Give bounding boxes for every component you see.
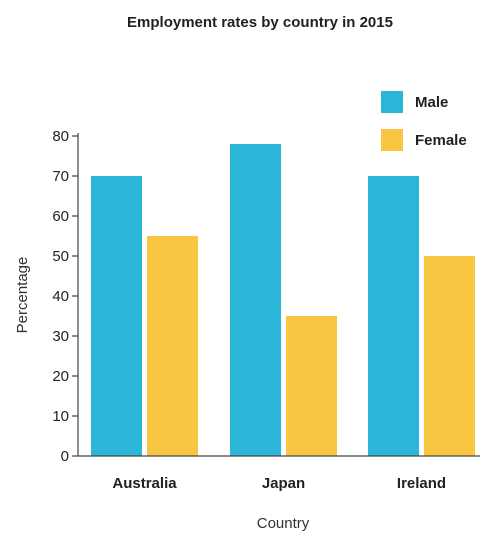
chart-title: Employment rates by country in 2015 bbox=[127, 14, 393, 31]
x-tick-label: Japan bbox=[262, 475, 305, 492]
bar-female-australia bbox=[147, 236, 198, 456]
y-tick-label: 60 bbox=[52, 208, 69, 225]
bars-layer bbox=[91, 144, 475, 456]
legend-label-male: Male bbox=[415, 94, 448, 111]
x-tick-label: Ireland bbox=[397, 475, 446, 492]
bar-female-ireland bbox=[424, 256, 475, 456]
bar-male-ireland bbox=[368, 176, 419, 456]
x-tick-label: Australia bbox=[112, 475, 177, 492]
y-tick-label: 40 bbox=[52, 288, 69, 305]
y-axis-label: Percentage bbox=[14, 257, 31, 334]
bar-male-japan bbox=[230, 144, 281, 456]
legend-label-female: Female bbox=[415, 132, 467, 149]
y-tick-label: 80 bbox=[52, 128, 69, 145]
legend: Male Female bbox=[381, 91, 467, 151]
y-tick-label: 0 bbox=[61, 448, 69, 465]
y-tick-label: 10 bbox=[52, 408, 69, 425]
x-axis-label: Country bbox=[257, 515, 310, 532]
y-tick-label: 30 bbox=[52, 328, 69, 345]
axes-layer: Australia Japan Ireland 0 10 20 30 40 50 60 70 80 bbox=[52, 128, 480, 492]
bar-female-japan bbox=[286, 316, 337, 456]
y-tick-label: 50 bbox=[52, 248, 69, 265]
y-tick-label: 20 bbox=[52, 368, 69, 385]
bar-male-australia bbox=[91, 176, 142, 456]
y-tick-label: 70 bbox=[52, 168, 69, 185]
legend-swatch-female bbox=[381, 129, 403, 151]
legend-swatch-male bbox=[381, 91, 403, 113]
